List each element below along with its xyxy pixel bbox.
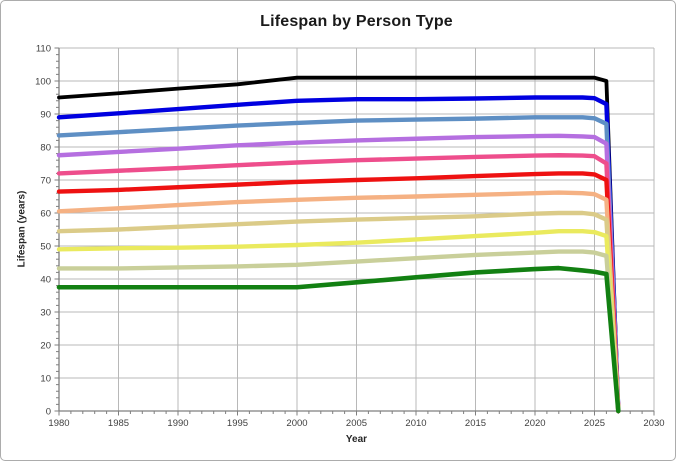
x-tick-label: 1995	[227, 418, 248, 429]
x-tick-label: 2020	[524, 418, 545, 429]
y-tick-label: 10	[40, 374, 51, 385]
y-tick-label: 20	[40, 341, 51, 352]
x-tick-label: 1985	[108, 418, 129, 429]
x-tick-label: 1980	[48, 418, 69, 429]
series-line-tan	[56, 210, 621, 414]
series-line-blue	[56, 95, 621, 414]
chart-title: Lifespan by Person Type	[260, 13, 453, 30]
x-tick-label: 2025	[584, 418, 605, 429]
series-line-pink	[56, 153, 621, 414]
y-tick-label: 50	[40, 242, 51, 253]
y-tick-label: 90	[40, 110, 51, 121]
y-tick-label: 110	[36, 44, 51, 55]
x-tick-label: 2010	[405, 418, 426, 429]
y-tick-label: 60	[40, 209, 51, 220]
y-tick-label: 0	[46, 407, 51, 418]
series-line-yellow	[56, 228, 621, 414]
series-line-pale-olive	[56, 249, 621, 414]
series-line-black	[57, 75, 621, 410]
series-line-red	[56, 171, 621, 414]
series-line-peach	[56, 190, 621, 414]
series-line-light-blue	[56, 115, 621, 414]
series-line-green	[56, 265, 621, 414]
y-axis-label: Lifespan (years)	[16, 190, 28, 268]
y-tick-label: 80	[40, 143, 51, 154]
y-tick-label: 40	[40, 275, 51, 286]
series-line-violet	[56, 133, 621, 414]
y-tick-label: 30	[40, 308, 51, 319]
y-tick-label: 100	[35, 77, 51, 88]
x-tick-label: 2005	[346, 418, 367, 429]
y-tick-label: 70	[40, 176, 51, 187]
x-axis-label: Year	[345, 434, 368, 445]
x-tick-label: 2000	[286, 418, 307, 429]
x-tick-label: 2015	[465, 418, 486, 429]
x-tick-label: 1990	[167, 418, 188, 429]
x-tick-label: 2030	[643, 418, 664, 429]
